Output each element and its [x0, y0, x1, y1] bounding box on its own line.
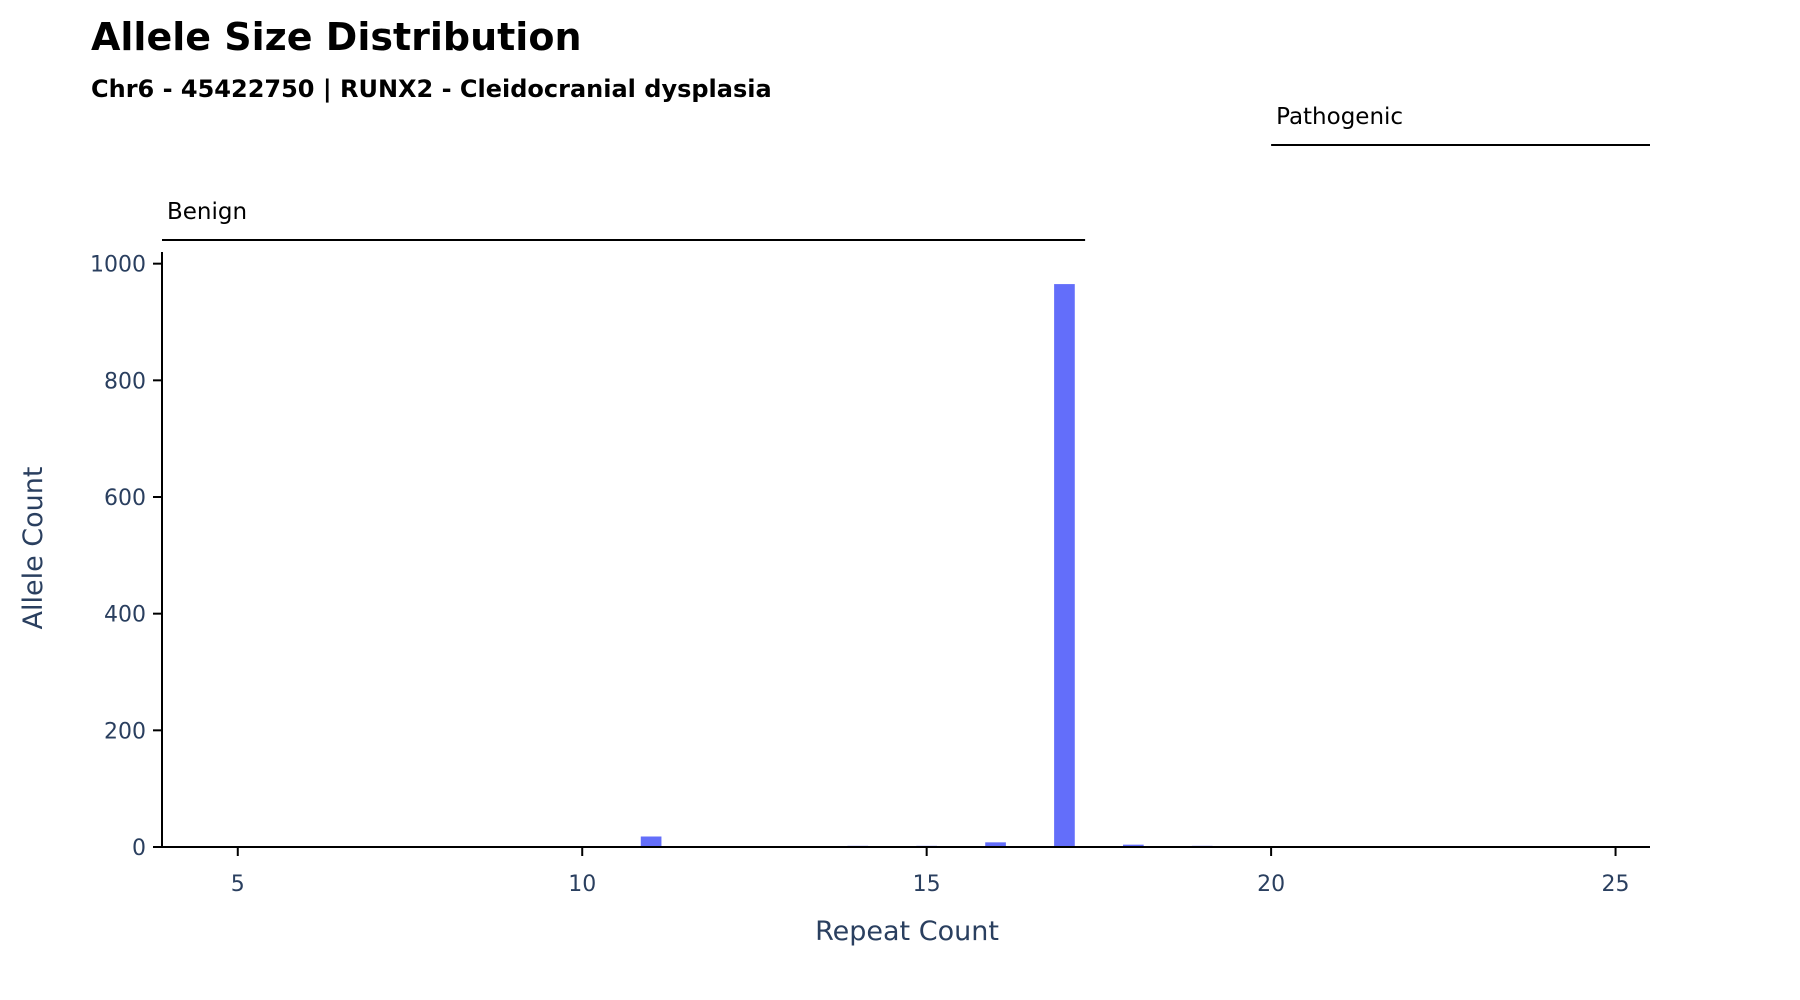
x-tick-label: 25: [1602, 872, 1630, 897]
bar: [1054, 284, 1075, 847]
region-label: Benign: [167, 199, 247, 225]
bar-series: [640, 284, 1489, 847]
chart-title: Allele Size Distribution: [91, 15, 582, 59]
region-annotations: Benign Pathogenic: [162, 104, 1650, 241]
x-tick-label: 20: [1257, 872, 1285, 897]
y-tick-label: 200: [104, 719, 146, 744]
x-axis-ticks: 5 10 15 20 25: [231, 847, 1630, 897]
bar: [985, 842, 1006, 847]
y-tick-label: 800: [104, 369, 146, 394]
y-axis-ticks: 0 200 400 600 800 1000: [90, 253, 162, 861]
y-tick-label: 400: [104, 603, 146, 628]
y-tick-label: 1000: [90, 253, 146, 278]
y-tick-label: 600: [104, 486, 146, 511]
x-tick-label: 5: [231, 872, 245, 897]
bar: [1123, 844, 1144, 847]
x-tick-label: 15: [913, 872, 941, 897]
x-axis-title: Repeat Count: [815, 916, 999, 947]
region-label: Pathogenic: [1276, 104, 1403, 130]
chart-subtitle: Chr6 - 45422750 | RUNX2 - Cleidocranial …: [91, 75, 772, 103]
y-tick-label: 0: [132, 836, 146, 861]
x-tick-label: 10: [568, 872, 596, 897]
bar: [640, 836, 662, 847]
y-axis-title: Allele Count: [18, 467, 49, 630]
